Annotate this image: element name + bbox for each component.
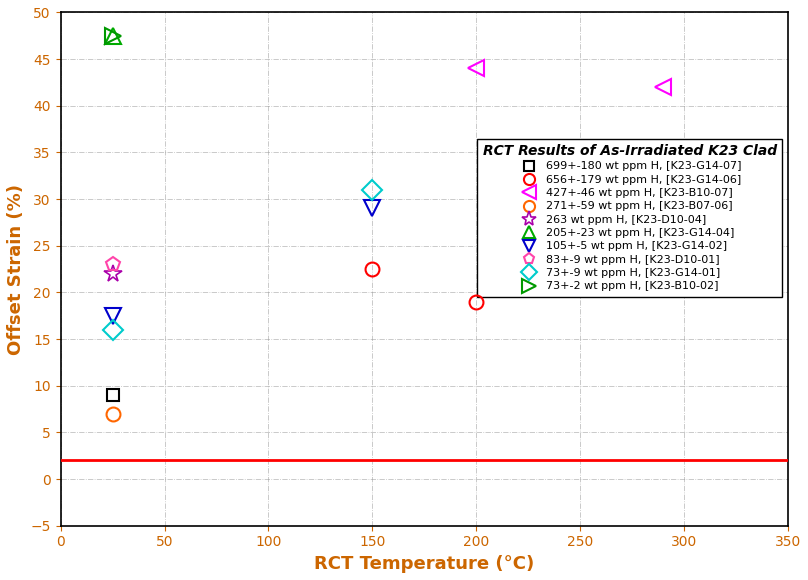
Y-axis label: Offset Strain (%): Offset Strain (%) xyxy=(7,184,25,354)
Legend: 699+-180 wt ppm H, [K23-G14-07], 656+-179 wt ppm H, [K23-G14-06], 427+-46 wt ppm: 699+-180 wt ppm H, [K23-G14-07], 656+-17… xyxy=(478,139,782,297)
X-axis label: RCT Temperature (°C): RCT Temperature (°C) xyxy=(314,555,534,573)
